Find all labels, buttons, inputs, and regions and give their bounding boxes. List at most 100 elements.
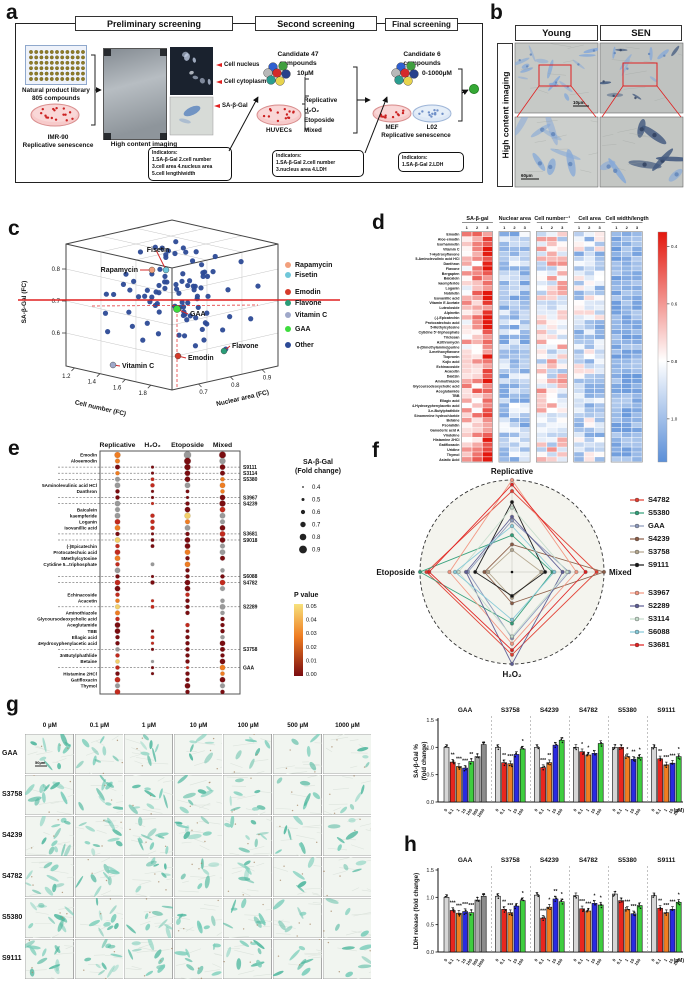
svg-text:3: 3 [524, 225, 527, 230]
svg-text:0.8: 0.8 [671, 359, 678, 364]
svg-text:Acacetin: Acacetin [78, 598, 97, 603]
micrograph-cell [124, 816, 173, 856]
svg-text:Gatifloxacin: Gatifloxacin [71, 677, 97, 682]
image-tile-corner [104, 133, 111, 140]
svg-text:Kojic acid: Kojic acid [443, 360, 460, 364]
svg-text:Uridine: Uridine [447, 448, 459, 452]
svg-text:kaempferide: kaempferide [70, 513, 98, 518]
micrograph-cell [322, 775, 372, 815]
svg-text:Aminothiazole: Aminothiazole [435, 380, 460, 384]
micrograph-cell [223, 775, 272, 815]
legend-item-flavone: Flavone [285, 300, 322, 307]
svg-text:0: 0 [443, 807, 449, 812]
svg-text:***: *** [670, 900, 676, 906]
svg-text:1: 1 [624, 807, 630, 812]
svg-text:S3681: S3681 [648, 640, 670, 649]
svg-text:TBB: TBB [88, 629, 98, 634]
dotplot-row: Histamine 2HCl [63, 671, 226, 676]
svg-text:0.00: 0.00 [306, 672, 317, 678]
svg-text:S3114: S3114 [648, 614, 670, 623]
heatmap-cells [611, 232, 642, 462]
micrograph-cell [74, 939, 124, 979]
svg-text:Azithromycin: Azithromycin [437, 340, 460, 344]
indicator-line: Indicators: [402, 155, 428, 161]
high-content-image [103, 48, 167, 140]
svg-text:1: 1 [455, 957, 461, 962]
svg-text:5-Methylcytosine: 5-Methylcytosine [430, 326, 459, 330]
svg-text:Ellagic acid: Ellagic acid [72, 635, 97, 640]
svg-text:S9018: S9018 [243, 538, 258, 544]
red-arrow-icon [216, 63, 222, 67]
ldh-bar-chart: 0.0 0.5 1.0 1.5 LDH release (fold change) GAA… [413, 857, 684, 968]
heatmap-block-header: SA-β-gal 1 2 3 [462, 216, 493, 230]
svg-text:1.4: 1.4 [88, 380, 97, 386]
svg-text:Fisetin: Fisetin [295, 272, 318, 279]
heatmap-chart: SA-β-gal 1 2 3 Nuclear area 1 2 3 Cell number⁻¹ 1… [412, 216, 678, 463]
cell-micrographs: 10µm 60µm [514, 42, 684, 188]
svg-text:GAA: GAA [648, 521, 665, 530]
dotplot-row: 4Hydroxyphenylacetic acid [38, 640, 226, 647]
svg-text:0.0: 0.0 [426, 950, 434, 956]
svg-text:10: 10 [668, 957, 675, 964]
svg-text:1: 1 [503, 225, 506, 230]
svg-text:Vindoline: Vindoline [443, 433, 459, 437]
svg-text:***: *** [456, 903, 462, 909]
annotation-cell-nucleus: Cell nucleus [216, 62, 259, 68]
svg-text:100: 100 [465, 807, 473, 816]
column-header-sen: SEN [600, 25, 682, 41]
panel-h-label: h [404, 833, 417, 856]
svg-text:500: 500 [471, 807, 479, 816]
high-content-caption: High content imaging [110, 141, 178, 148]
svg-text:Loganin: Loganin [446, 287, 460, 291]
svg-text:S3758: S3758 [501, 857, 520, 864]
scale-bar: 50µm [35, 760, 47, 767]
svg-text:S4239: S4239 [243, 501, 258, 507]
svg-text:S9111: S9111 [657, 707, 675, 714]
dose-column-header: 100 µM [237, 722, 259, 729]
dotplot-row: S6088 [58, 573, 258, 580]
y-axis-label: SA-β-Gal % (fold change) [413, 742, 428, 781]
radar-series-s9111 [473, 499, 548, 599]
svg-text:Bergapten: Bergapten [442, 272, 460, 276]
side-label-box: High content imaging [497, 43, 513, 187]
annotation-label: Cell nucleus [224, 62, 260, 68]
svg-text:LDH release (fold change): LDH release (fold change) [413, 873, 420, 949]
svg-text:0.01: 0.01 [306, 658, 317, 664]
svg-text:***: *** [663, 755, 669, 761]
svg-text:S5380: S5380 [618, 857, 637, 864]
svg-text:S3681: S3681 [243, 532, 258, 538]
svg-text:10µm: 10µm [573, 100, 585, 105]
imr90-caption: IMR-90 Replicative senescence [22, 134, 94, 150]
dotplot-row: S3967 [58, 494, 258, 501]
svg-text:S4239: S4239 [540, 857, 559, 864]
micrograph-cell [273, 857, 322, 897]
micrograph-cell [322, 939, 372, 979]
svg-text:Isovanillic acid: Isovanillic acid [64, 526, 97, 531]
svg-text:(fold change): (fold change) [421, 742, 428, 781]
dotplot-row: (-)Epicatechin [67, 542, 226, 550]
svg-text:1: 1 [585, 807, 591, 812]
svg-text:0.7: 0.7 [312, 523, 321, 529]
image-tile-corner [160, 49, 167, 56]
indicator-line: Indicators: [152, 150, 178, 156]
svg-text:S9111: S9111 [648, 560, 669, 569]
svg-text:Isorhamnetin: Isorhamnetin [437, 242, 460, 246]
indicator-line: 1.SA-β-Gal 2.LDH [402, 162, 444, 168]
svg-text:0.1: 0.1 [498, 957, 506, 965]
dotplot-row: Protocatechuic acid [53, 548, 226, 556]
svg-text:Flavone: Flavone [295, 300, 322, 307]
micrograph-cell [322, 734, 372, 774]
svg-text:100: 100 [594, 807, 602, 816]
svg-text:***: *** [462, 902, 468, 908]
panel-e-label: e [8, 437, 20, 460]
svg-text:2: 2 [551, 225, 554, 230]
svg-text:3-n-Butylphathlide: 3-n-Butylphathlide [428, 409, 460, 413]
dotplot-row: 5Aminolevulinic acid HCl [42, 482, 226, 489]
svg-text:0: 0 [533, 807, 539, 812]
svg-text:SA-β-gal: SA-β-gal [466, 216, 489, 222]
svg-text:(Fold change): (Fold change) [295, 468, 341, 475]
micrograph-cell [273, 816, 322, 856]
svg-text:5Aminolevulinic acid HCl: 5Aminolevulinic acid HCl [42, 483, 97, 488]
